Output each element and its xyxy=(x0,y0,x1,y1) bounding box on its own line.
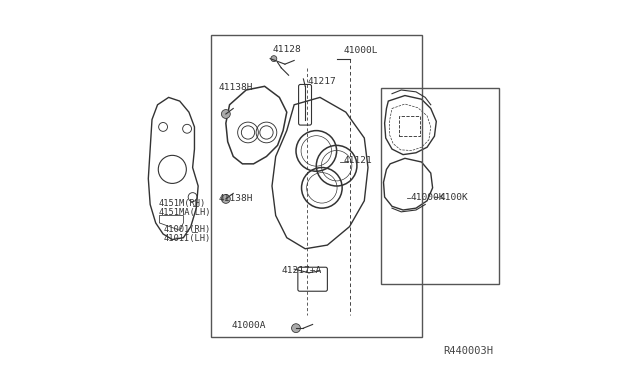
Text: 4151MA(LH): 4151MA(LH) xyxy=(158,208,211,217)
Text: 4100K: 4100K xyxy=(440,193,468,202)
Text: 41000L: 41000L xyxy=(344,46,378,55)
Text: 41000K: 41000K xyxy=(410,193,445,202)
Text: 41128: 41128 xyxy=(273,45,301,54)
Text: 41138H: 41138H xyxy=(218,193,253,203)
Text: 4101I(LH): 4101I(LH) xyxy=(163,234,211,243)
Circle shape xyxy=(221,195,230,203)
Text: 41217: 41217 xyxy=(308,77,337,86)
Circle shape xyxy=(221,110,230,118)
Text: 41001(RH): 41001(RH) xyxy=(163,225,211,234)
Circle shape xyxy=(271,56,277,62)
Text: 4151M(RH): 4151M(RH) xyxy=(158,199,205,208)
Text: 41121: 41121 xyxy=(344,155,372,165)
Circle shape xyxy=(292,324,300,333)
Text: 41217+A: 41217+A xyxy=(281,266,321,275)
Text: R440003H: R440003H xyxy=(444,346,493,356)
Text: 41000A: 41000A xyxy=(232,321,266,330)
Text: 41138H: 41138H xyxy=(218,83,253,92)
